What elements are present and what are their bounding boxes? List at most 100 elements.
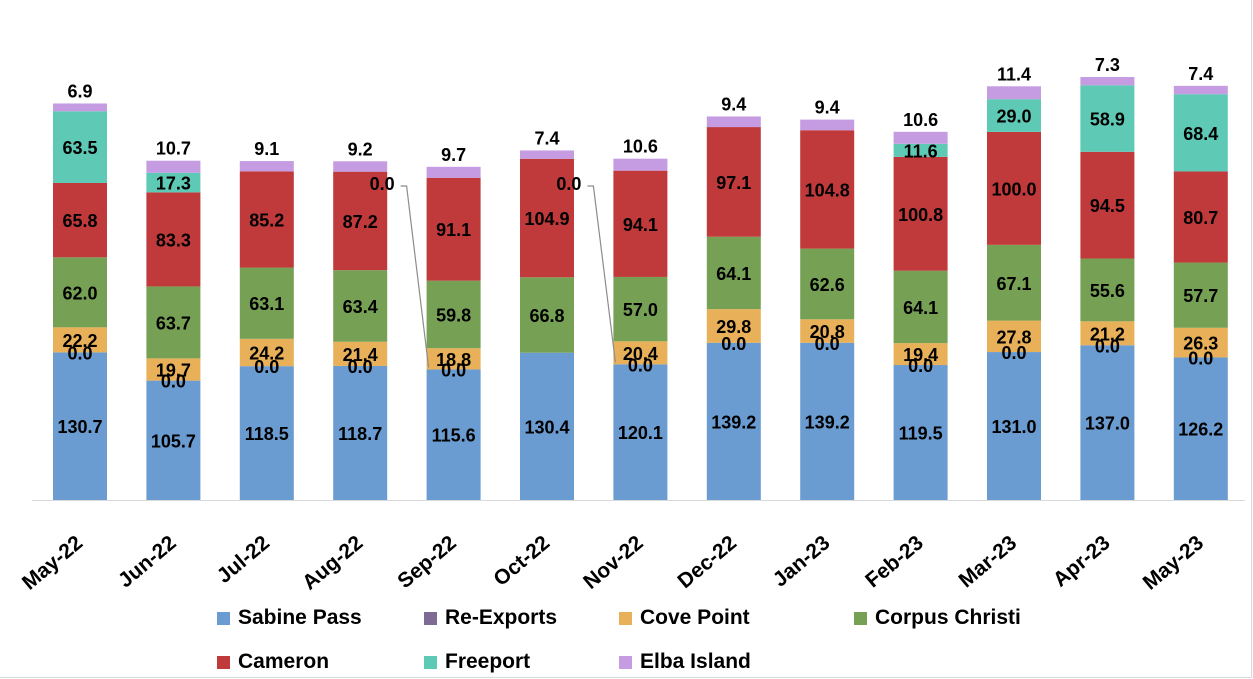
data-label-elba-island-mar-23: 11.4 — [997, 64, 1031, 84]
data-label-corpus-christi-dec-22: 64.1 — [716, 264, 751, 284]
bar-sabine-pass-sep-22 — [426, 369, 481, 500]
legend-item-corpus-christi: Corpus Christi — [854, 606, 1021, 630]
data-label-sabine-pass-jun-22: 105.7 — [151, 431, 196, 451]
data-label-cameron-jun-22: 83.3 — [156, 230, 191, 250]
callout-label-sep-22: 0.0 — [370, 174, 395, 194]
legend-item-sabine-pass: Sabine Pass — [217, 606, 362, 630]
data-label-cameron-mar-23: 100.0 — [991, 179, 1036, 199]
bar-cove-point-nov-22 — [613, 341, 668, 365]
data-label-cove-point-jul-22: 24.2 — [249, 343, 284, 363]
x-tick-dec-22: Dec-22 — [673, 531, 741, 593]
data-label-re-exports-nov-22: 0.0 — [628, 355, 653, 375]
bar-elba-island-may-22 — [53, 103, 107, 112]
bar-freeport-may-23 — [1173, 94, 1228, 172]
data-label-cove-point-jan-23: 20.8 — [810, 322, 845, 342]
legend-item-re-exports: Re-Exports — [424, 606, 557, 630]
bar-corpus-christi-dec-22 — [706, 236, 761, 310]
legend-item-elba-island: Elba Island — [619, 650, 751, 674]
bar-sabine-pass-mar-23 — [987, 352, 1041, 500]
data-label-corpus-christi-sep-22: 59.8 — [436, 305, 471, 325]
data-label-cove-point-sep-22: 18.8 — [436, 350, 471, 370]
data-label-cameron-aug-22: 87.2 — [343, 212, 378, 232]
x-tick-apr-23: Apr-23 — [1049, 531, 1115, 591]
data-label-re-exports-jun-22: 0.0 — [161, 372, 186, 392]
x-tick-oct-22: Oct-22 — [489, 531, 554, 591]
legend-item-cameron: Cameron — [217, 650, 329, 674]
legend-swatch — [424, 655, 437, 669]
bar-sabine-pass-aug-22 — [333, 365, 388, 500]
bar-cove-point-may-22 — [53, 327, 107, 353]
bar-cove-point-apr-23 — [1080, 321, 1135, 346]
data-label-elba-island-sep-22: 9.7 — [441, 145, 466, 165]
legend-swatch — [424, 611, 437, 625]
data-label-corpus-christi-jul-22: 63.1 — [249, 294, 284, 314]
bar-corpus-christi-apr-23 — [1080, 258, 1135, 322]
bar-corpus-christi-nov-22 — [613, 276, 668, 342]
data-label-cove-point-may-22: 22.2 — [62, 331, 97, 351]
bar-elba-island-jul-22 — [239, 161, 294, 172]
bar-corpus-christi-jan-23 — [800, 248, 855, 320]
data-label-corpus-christi-may-22: 62.0 — [62, 283, 97, 303]
legend-swatch — [854, 611, 867, 625]
bar-cameron-nov-22 — [613, 170, 668, 277]
data-label-elba-island-may-23: 7.4 — [1188, 64, 1213, 84]
bar-cameron-dec-22 — [706, 127, 761, 237]
data-label-freeport-feb-23: 11.6 — [904, 141, 938, 161]
data-label-elba-island-feb-23: 10.6 — [903, 110, 938, 130]
bar-corpus-christi-may-23 — [1173, 262, 1228, 328]
bar-corpus-christi-feb-23 — [893, 270, 948, 344]
bar-sabine-pass-feb-23 — [893, 365, 948, 500]
legend-swatch — [217, 655, 230, 669]
data-label-cameron-may-23: 80.7 — [1183, 208, 1218, 228]
data-label-sabine-pass-nov-22: 120.1 — [618, 423, 663, 443]
bar-cameron-may-22 — [53, 182, 107, 258]
data-label-elba-island-aug-22: 9.2 — [348, 139, 373, 159]
x-tick-feb-23: Feb-23 — [861, 531, 928, 592]
bar-cove-point-jul-22 — [239, 338, 294, 367]
data-label-cameron-nov-22: 94.1 — [623, 215, 658, 235]
x-tick-sep-22: Sep-22 — [393, 531, 461, 593]
data-label-freeport-apr-23: 58.9 — [1090, 110, 1125, 130]
bar-cameron-mar-23 — [987, 131, 1041, 245]
data-label-elba-island-jan-23: 9.4 — [815, 98, 840, 118]
bar-corpus-christi-oct-22 — [520, 277, 574, 353]
bar-corpus-christi-mar-23 — [987, 244, 1041, 321]
legend-label: Re-Exports — [445, 606, 558, 629]
data-label-re-exports-jan-23: 0.0 — [815, 334, 840, 354]
legend-label: Sabine Pass — [238, 606, 362, 629]
bar-sabine-pass-jan-23 — [800, 342, 855, 500]
bar-cove-point-jan-23 — [800, 319, 855, 343]
stacked-bar-chart: 130.70.022.262.065.863.56.9105.70.019.76… — [18, 55, 1245, 595]
data-label-cove-point-may-23: 26.3 — [1183, 334, 1218, 354]
bar-sabine-pass-may-23 — [1173, 357, 1228, 500]
bar-sabine-pass-apr-23 — [1080, 345, 1135, 500]
data-label-cove-point-nov-22: 20.4 — [623, 344, 658, 364]
bar-freeport-jun-22 — [146, 172, 201, 193]
bar-cove-point-feb-23 — [893, 343, 948, 366]
bar-freeport-mar-23 — [987, 99, 1041, 132]
bar-sabine-pass-oct-22 — [520, 352, 574, 500]
callout-line-nov-22 — [587, 185, 616, 363]
x-tick-may-23: May-23 — [1139, 531, 1208, 594]
data-label-freeport-mar-23: 29.0 — [996, 107, 1031, 127]
data-label-elba-island-nov-22: 10.6 — [623, 137, 658, 157]
data-label-sabine-pass-may-22: 130.7 — [57, 417, 102, 437]
bar-elba-island-oct-22 — [520, 150, 574, 159]
data-label-corpus-christi-jun-22: 63.7 — [156, 313, 191, 333]
data-label-re-exports-sep-22: 0.0 — [441, 360, 466, 380]
bar-cove-point-mar-23 — [987, 320, 1041, 353]
bar-elba-island-feb-23 — [893, 131, 948, 144]
data-label-elba-island-jun-22: 10.7 — [156, 139, 191, 159]
bar-corpus-christi-aug-22 — [333, 270, 388, 342]
bar-sabine-pass-dec-22 — [706, 342, 761, 500]
bar-corpus-christi-may-22 — [53, 257, 107, 328]
legend-label: Freeport — [445, 650, 531, 673]
x-tick-jan-23: Jan-23 — [769, 531, 835, 591]
bar-elba-island-dec-22 — [706, 116, 761, 128]
data-label-corpus-christi-apr-23: 55.6 — [1090, 281, 1125, 301]
bar-elba-island-jun-22 — [146, 160, 201, 173]
data-label-freeport-jun-22: 17.3 — [156, 174, 191, 194]
bar-elba-island-nov-22 — [613, 158, 668, 171]
callout-label-nov-22: 0.0 — [556, 174, 581, 194]
